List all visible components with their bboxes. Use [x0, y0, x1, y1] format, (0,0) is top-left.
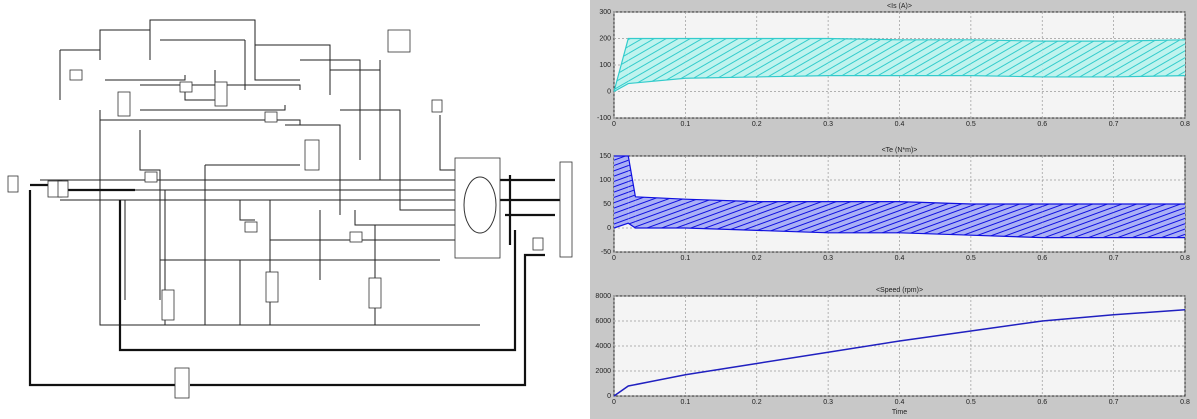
signal-band — [970, 204, 1043, 238]
signal-envelope — [614, 155, 1185, 205]
y-tick-label: 4000 — [595, 343, 611, 350]
y-tick-label: 150 — [599, 153, 611, 160]
x-tick-label: 0.3 — [823, 121, 833, 128]
signal-band — [756, 38, 829, 77]
x-tick-label: 0.7 — [1109, 121, 1119, 128]
x-tick-label: 0.6 — [1037, 121, 1047, 128]
x-tick-label: 0.5 — [966, 121, 976, 128]
signal-line — [613, 309, 1186, 397]
x-tick-label: 0 — [612, 121, 616, 128]
x-tick-label: 0 — [612, 399, 616, 406]
x-tick-label: 0.5 — [966, 255, 976, 262]
signal-band — [899, 39, 971, 76]
x-tick-label: 0.6 — [1037, 255, 1047, 262]
signal-band — [1042, 204, 1114, 238]
y-tick-label: 6000 — [595, 318, 611, 325]
y-tick-label: 300 — [599, 9, 611, 16]
signal-band — [899, 201, 971, 236]
x-tick-label: 0.4 — [895, 255, 905, 262]
y-tick-label: 0 — [607, 225, 611, 232]
plot-title: <Te (N*m)> — [882, 147, 918, 154]
x-tick-label: 0.4 — [895, 121, 905, 128]
x-tick-label: 0.3 — [823, 399, 833, 406]
y-tick-label: 100 — [599, 177, 611, 184]
x-tick-label: 0.7 — [1109, 255, 1119, 262]
x-tick-label: 0.4 — [895, 399, 905, 406]
signal-band — [685, 199, 757, 231]
signal-band — [828, 38, 900, 76]
signal-band — [685, 38, 757, 79]
x-axis-label: Time — [892, 409, 907, 416]
y-tick-label: -50 — [601, 249, 611, 256]
plot-title: <Is (A)> — [887, 3, 912, 10]
signal-band — [1113, 204, 1185, 238]
x-tick-label: 0.8 — [1180, 255, 1190, 262]
x-tick-label: 0.8 — [1180, 399, 1190, 406]
signal-band — [635, 196, 686, 228]
signal-envelope — [613, 74, 1186, 93]
x-tick-label: 0.1 — [681, 121, 691, 128]
x-tick-label: 0.1 — [681, 255, 691, 262]
plot-title: <Speed (rpm)> — [876, 287, 923, 294]
simulink-diagram — [7, 19, 573, 399]
x-tick-label: 0.6 — [1037, 399, 1047, 406]
signal-envelope — [613, 37, 1186, 92]
signal-band — [1113, 39, 1185, 77]
y-tick-label: 100 — [599, 62, 611, 69]
signal-band — [828, 201, 900, 233]
y-tick-label: 50 — [603, 201, 611, 208]
x-tick-label: 0.1 — [681, 399, 691, 406]
signal-band — [1042, 41, 1114, 77]
y-tick-label: 200 — [599, 35, 611, 42]
x-tick-label: 0.2 — [752, 255, 762, 262]
signal-envelope — [613, 222, 1185, 239]
signal-band — [628, 156, 636, 228]
signal-band — [756, 201, 829, 233]
x-tick-label: 0.8 — [1180, 121, 1190, 128]
y-tick-label: -100 — [597, 115, 611, 122]
signal-band — [628, 38, 686, 84]
y-tick-label: 8000 — [595, 293, 611, 300]
signal-band — [970, 39, 1043, 77]
y-tick-label: 0 — [607, 88, 611, 95]
x-tick-label: 0.2 — [752, 121, 762, 128]
x-tick-label: 0.7 — [1109, 399, 1119, 406]
x-tick-label: 0.3 — [823, 255, 833, 262]
x-tick-label: 0 — [612, 255, 616, 262]
x-tick-label: 0.2 — [752, 399, 762, 406]
signal-band — [614, 156, 629, 228]
y-tick-label: 0 — [607, 393, 611, 400]
y-tick-label: 2000 — [595, 368, 611, 375]
x-tick-label: 0.5 — [966, 399, 976, 406]
